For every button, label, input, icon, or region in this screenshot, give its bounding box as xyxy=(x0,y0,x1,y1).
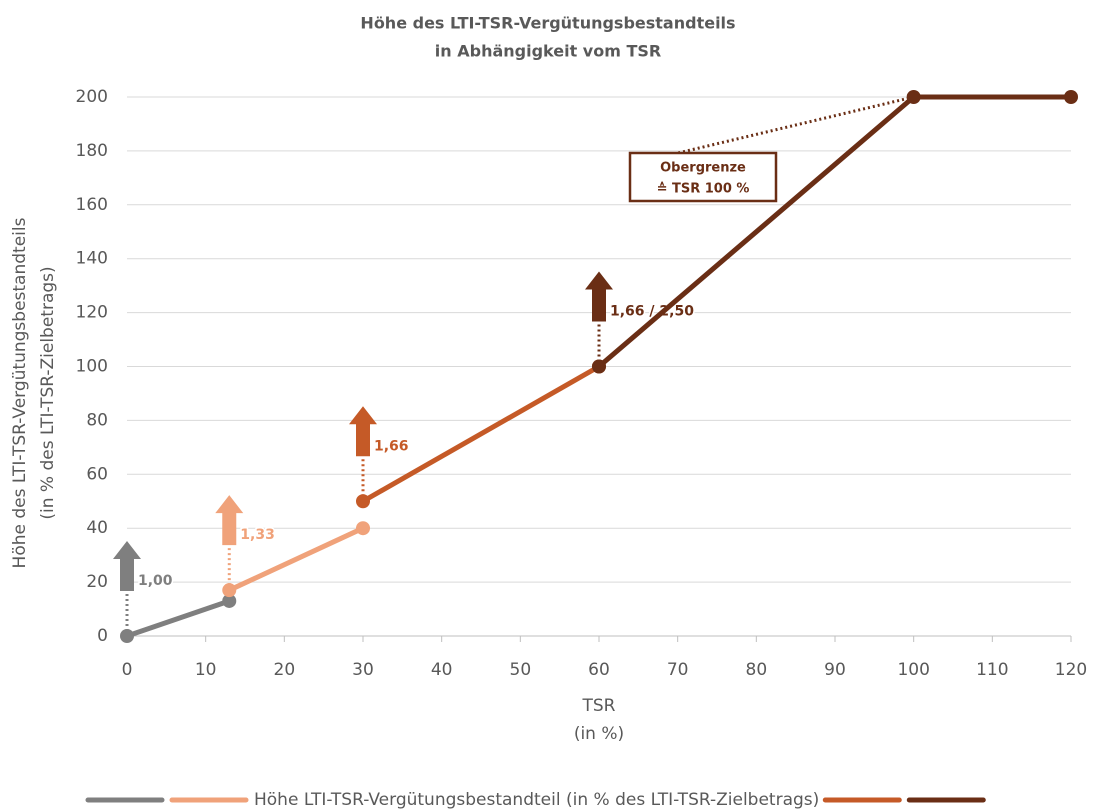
x-tick-label: 60 xyxy=(588,660,610,680)
annotation-arrow xyxy=(113,541,141,591)
y-axis-title: Höhe des LTI-TSR-Vergütungsbestandteils xyxy=(10,217,30,568)
x-tick-label: 110 xyxy=(976,660,1008,680)
x-tick-label: 50 xyxy=(510,660,532,680)
x-tick-label: 120 xyxy=(1055,660,1087,680)
annotation-label: 1,00 xyxy=(138,573,173,589)
y-tick-label: 0 xyxy=(97,626,108,646)
y-tick-label: 40 xyxy=(86,518,108,538)
x-tick-label: 100 xyxy=(897,660,929,680)
x-tick-label: 40 xyxy=(431,660,453,680)
x-tick-label: 90 xyxy=(824,660,846,680)
y-tick-label: 200 xyxy=(76,87,108,107)
legend-label: Höhe LTI-TSR-Vergütungsbestandteil (in %… xyxy=(254,790,819,809)
y-tick-label: 100 xyxy=(76,357,108,377)
callout-box xyxy=(628,151,778,203)
annotation-label: 1,66 / 2,50 xyxy=(610,304,694,320)
annotation-label: 1,33 xyxy=(240,527,275,543)
y-tick-label: 80 xyxy=(86,410,108,430)
x-axis-title: (in %) xyxy=(574,724,624,744)
y-tick-label: 20 xyxy=(86,572,108,592)
annotation-label: 1,66 xyxy=(374,438,409,454)
series-line xyxy=(597,94,1071,369)
data-point xyxy=(222,593,237,608)
y-tick-label: 160 xyxy=(76,195,108,215)
data-point xyxy=(356,521,370,536)
chart-title: in Abhängigkeit vom TSR xyxy=(435,42,661,61)
data-point xyxy=(592,359,606,374)
x-tick-label: 30 xyxy=(352,660,374,680)
y-tick-label: 60 xyxy=(86,464,108,484)
data-point xyxy=(222,583,237,598)
data-point xyxy=(120,629,134,643)
annotation-arrow xyxy=(349,406,377,457)
callout-text: Obergrenze xyxy=(660,161,746,176)
series-line xyxy=(228,525,365,593)
y-tick-label: 120 xyxy=(76,303,108,323)
x-tick-label: 0 xyxy=(122,660,133,680)
chart-title: Höhe des LTI-TSR-Vergütungsbestandteils xyxy=(360,14,735,33)
x-tick-label: 20 xyxy=(274,660,296,680)
data-point xyxy=(1064,90,1078,104)
callout-leader xyxy=(677,95,915,155)
series-line xyxy=(361,364,601,504)
data-point xyxy=(906,90,921,104)
series-line xyxy=(126,598,231,639)
y-tick-label: 140 xyxy=(76,249,108,269)
y-tick-label: 180 xyxy=(76,141,108,161)
annotation-arrow xyxy=(215,495,244,546)
annotation-arrow xyxy=(585,271,613,322)
data-point xyxy=(356,494,370,509)
x-axis-title: TSR xyxy=(582,696,616,716)
y-axis-title: (in % des LTI-TSR-Zielbetrags) xyxy=(38,266,58,519)
x-tick-label: 10 xyxy=(195,660,217,680)
x-tick-label: 80 xyxy=(746,660,768,680)
callout-text: ≙ TSR 100 % xyxy=(657,182,750,197)
x-tick-label: 70 xyxy=(667,660,689,680)
